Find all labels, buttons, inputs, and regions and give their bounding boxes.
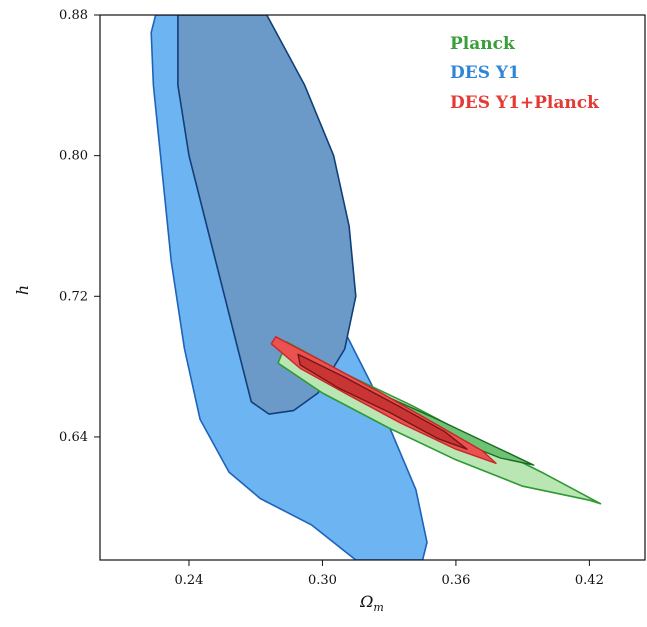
y-tick-label: 0.72 [59, 289, 88, 304]
contour-des-y1-planck-68pct [297, 353, 468, 450]
legend-entry-des-y1: DES Y1 [450, 63, 520, 83]
y-tick-label: 0.88 [59, 8, 88, 23]
axis-ticks: 0.24 0.30 0.36 0.42 0.64 0.72 0.80 0.88 [59, 8, 604, 588]
y-tick-label: 0.64 [59, 430, 88, 445]
y-tick-label: 0.80 [59, 149, 88, 164]
plot-frame [99, 14, 646, 561]
legend-entry-des-y1-planck: DES Y1+Planck [450, 93, 600, 113]
x-tick-label: 0.30 [308, 573, 337, 588]
x-axis-label: Ωm [359, 592, 384, 614]
legend: Planck DES Y1 DES Y1+Planck [450, 34, 600, 113]
y-axis-label: h [13, 285, 32, 295]
legend-entry-planck: Planck [450, 34, 516, 54]
contour-des-y1-68pct [177, 15, 357, 415]
x-tick-label: 0.42 [575, 573, 604, 588]
contour-layer [150, 15, 602, 560]
x-tick-label: 0.24 [175, 573, 204, 588]
x-tick-label: 0.36 [441, 573, 470, 588]
